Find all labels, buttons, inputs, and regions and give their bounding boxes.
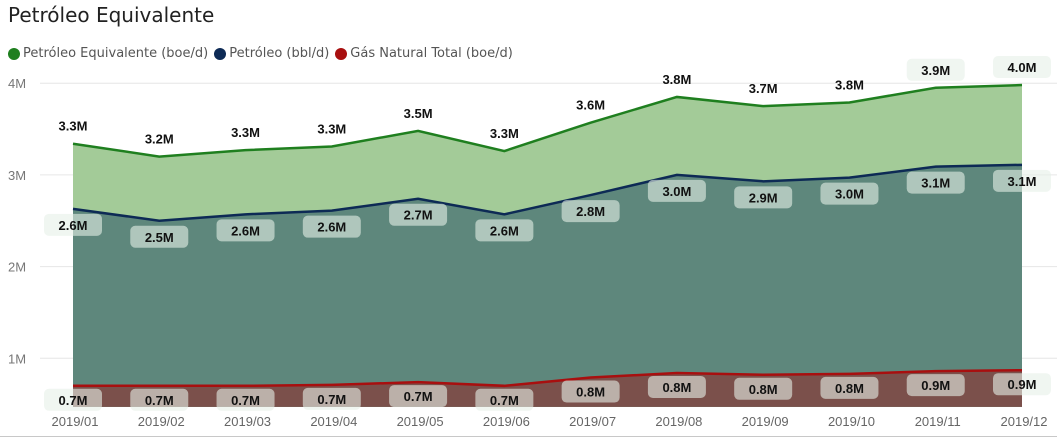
- data-label: 2.5M: [145, 230, 174, 245]
- data-label-box: [647, 375, 706, 398]
- data-label-box: [389, 385, 448, 408]
- data-label-box: [993, 373, 1051, 396]
- data-label: 0.8M: [576, 385, 605, 400]
- data-label: 3.0M: [662, 184, 691, 199]
- x-tick-label: 2019/10: [828, 414, 875, 429]
- data-label-box: [561, 380, 620, 403]
- legend-item[interactable]: Petróleo Equivalente (boe/d): [8, 46, 208, 61]
- data-label: 2.6M: [317, 220, 346, 235]
- data-label-box: [475, 388, 534, 411]
- data-label: 0.9M: [1008, 377, 1037, 392]
- data-label-box: [130, 225, 189, 248]
- x-tick-label: 2019/07: [569, 414, 616, 429]
- y-tick-label: 3M: [8, 168, 26, 183]
- x-tick-label: 2019/05: [397, 414, 444, 429]
- data-label-box: [561, 200, 620, 223]
- data-label: 3.7M: [749, 81, 778, 96]
- data-label-box: [906, 374, 965, 397]
- data-label: 0.9M: [921, 378, 950, 393]
- data-label: 3.8M: [662, 72, 691, 87]
- data-label-box: [820, 376, 879, 399]
- series-line-1: [72, 163, 1023, 223]
- data-label: 3.1M: [1008, 174, 1037, 189]
- data-label: 2.6M: [490, 223, 519, 238]
- data-label: 2.7M: [404, 208, 433, 223]
- chart-title: Petróleo Equivalente: [8, 3, 215, 27]
- data-label-box: [216, 388, 275, 411]
- data-label: 0.8M: [662, 380, 691, 395]
- series-line-0: [72, 83, 1023, 158]
- data-label-box: [302, 215, 361, 238]
- legend-label: Petróleo (bbl/d): [229, 46, 330, 61]
- data-label: 0.7M: [145, 393, 174, 408]
- y-tick-label: 1M: [8, 351, 26, 366]
- data-label-box: [130, 388, 189, 411]
- data-label-box: [389, 203, 448, 226]
- data-label: 3.3M: [231, 125, 260, 140]
- y-tick-label: 4M: [8, 76, 26, 91]
- data-label-box: [216, 219, 275, 242]
- x-tick-label: 2019/08: [655, 414, 702, 429]
- legend: Petróleo Equivalente (boe/d) Petróleo (b…: [8, 46, 513, 61]
- data-label-box: [734, 377, 793, 400]
- divider: [0, 436, 1057, 437]
- data-label-box: [302, 387, 361, 410]
- data-label-box: [475, 219, 534, 242]
- data-label-box: [820, 182, 879, 205]
- data-label: 0.7M: [490, 393, 519, 408]
- data-label: 0.7M: [404, 389, 433, 404]
- legend-item[interactable]: Petróleo (bbl/d): [214, 46, 329, 61]
- data-label: 0.7M: [231, 393, 260, 408]
- data-label: 3.3M: [490, 126, 519, 141]
- x-tick-label: 2019/03: [224, 414, 271, 429]
- y-tick-label: 2M: [8, 260, 26, 275]
- data-label: 0.8M: [749, 382, 778, 397]
- data-label: 3.5M: [404, 106, 433, 121]
- legend-dot-icon: [335, 47, 348, 60]
- x-tick-label: 2019/02: [138, 414, 185, 429]
- legend-dot-icon: [8, 47, 20, 60]
- data-label: 3.3M: [317, 121, 346, 136]
- data-label: 2.6M: [231, 223, 260, 238]
- data-label: 0.7M: [317, 392, 346, 407]
- data-label: 3.9M: [921, 63, 950, 78]
- data-label: 2.9M: [749, 190, 778, 205]
- data-label-box: [993, 169, 1051, 192]
- data-label: 3.3M: [59, 119, 88, 134]
- data-label-box: [906, 58, 965, 81]
- x-tick-label: 2019/11: [915, 414, 961, 429]
- legend-label: Petróleo Equivalente (boe/d): [23, 46, 209, 61]
- data-label: 3.0M: [835, 187, 864, 202]
- data-label-box: [44, 213, 102, 236]
- data-label-box: [44, 388, 102, 411]
- data-label: 4.0M: [1008, 60, 1037, 75]
- data-label: 2.8M: [576, 204, 605, 219]
- data-label-box: [906, 171, 965, 194]
- legend-item[interactable]: Gás Natural Total (boe/d): [335, 46, 513, 61]
- x-tick-label: 2019/01: [52, 414, 99, 429]
- series-line-2: [73, 368, 1023, 388]
- legend-label: Gás Natural Total (boe/d): [350, 46, 513, 61]
- data-label: 2.6M: [59, 218, 88, 233]
- x-tick-label: 2019/04: [310, 414, 357, 429]
- data-label: 3.2M: [145, 132, 174, 147]
- data-label: 3.1M: [921, 176, 950, 191]
- x-tick-label: 2019/06: [483, 414, 530, 429]
- data-label-box: [647, 179, 706, 202]
- x-tick-label: 2019/12: [1001, 414, 1048, 429]
- legend-dot-icon: [214, 47, 227, 60]
- data-label-box: [993, 56, 1051, 79]
- data-label: 3.8M: [835, 77, 864, 92]
- x-tick-label: 2019/09: [742, 414, 789, 429]
- data-label: 3.6M: [576, 98, 605, 113]
- data-label-box: [734, 186, 793, 209]
- data-label: 0.8M: [835, 381, 864, 396]
- data-label: 0.7M: [59, 393, 88, 408]
